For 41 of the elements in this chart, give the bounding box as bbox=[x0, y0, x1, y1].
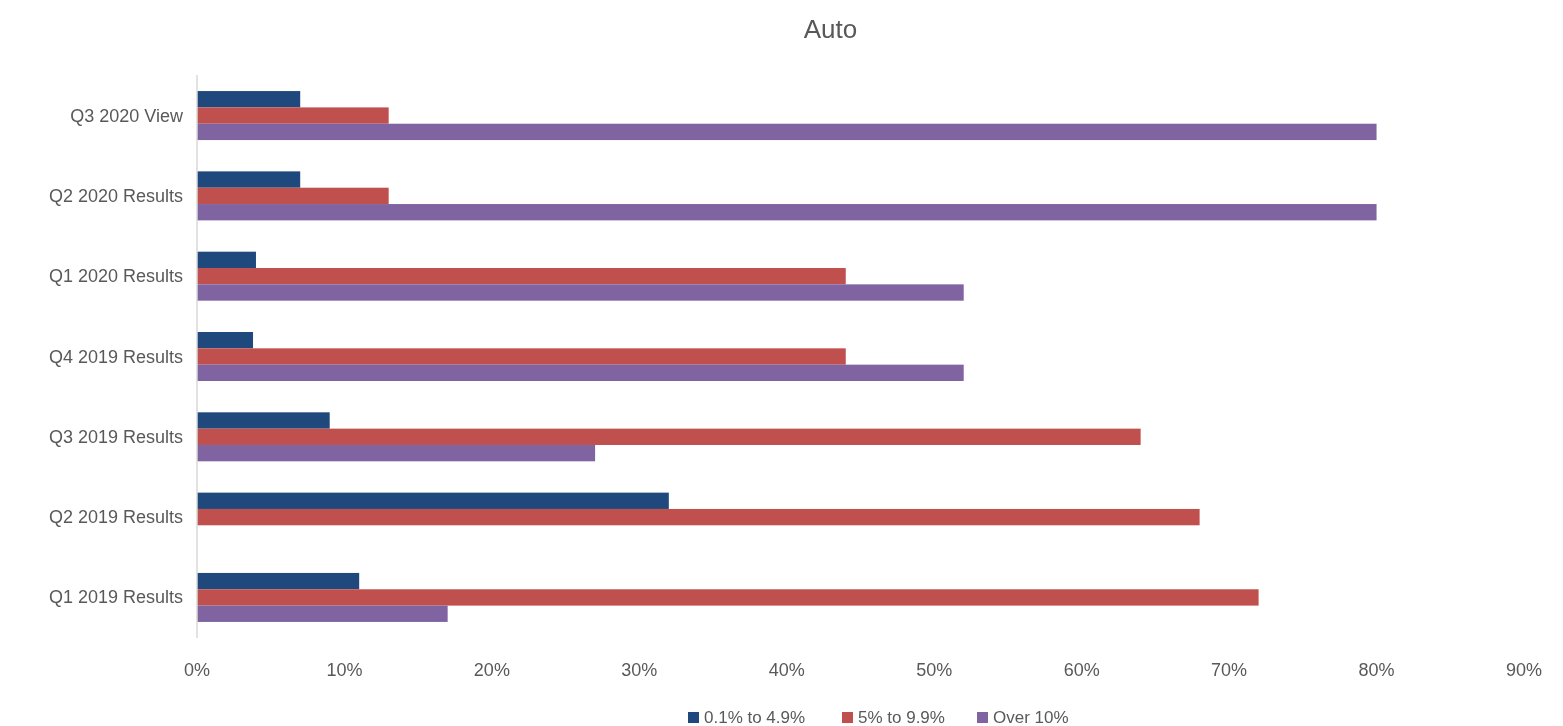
legend-label: 0.1% to 4.9% bbox=[704, 708, 806, 726]
x-tick-label: 10% bbox=[326, 660, 363, 680]
bar bbox=[197, 284, 964, 301]
bar bbox=[197, 412, 330, 429]
x-tick-label: 90% bbox=[1505, 660, 1543, 680]
y-tick-label: Q3 2019 Results bbox=[48, 426, 183, 447]
bar bbox=[197, 572, 360, 590]
y-tick-label: Q2 2019 Results bbox=[48, 507, 183, 528]
bar bbox=[197, 364, 964, 381]
y-tick-label: Q1 2019 Results bbox=[48, 587, 183, 608]
bar bbox=[197, 444, 596, 462]
x-tick-label: 30% bbox=[621, 660, 658, 680]
y-tick-label: Q4 2019 Results bbox=[48, 346, 183, 367]
y-tick-label: Q3 2020 View bbox=[70, 105, 184, 126]
bar bbox=[197, 605, 448, 622]
bar bbox=[197, 428, 1141, 445]
x-tick-label: 40% bbox=[768, 660, 805, 680]
x-tick-label: 80% bbox=[1358, 660, 1395, 680]
x-tick-label: 0% bbox=[183, 660, 211, 680]
bar bbox=[197, 123, 1377, 141]
bar bbox=[197, 332, 254, 349]
legend-label: Over 10% bbox=[993, 708, 1069, 726]
y-tick-label: Q2 2020 Results bbox=[48, 185, 183, 206]
bar bbox=[197, 508, 1200, 526]
bar bbox=[197, 268, 846, 285]
bar bbox=[197, 589, 1259, 606]
bar bbox=[197, 91, 301, 108]
x-tick-label: 20% bbox=[473, 660, 510, 680]
bar bbox=[197, 107, 389, 124]
y-tick-label: Q1 2020 Results bbox=[48, 266, 183, 287]
bar bbox=[197, 171, 301, 188]
bar bbox=[197, 187, 389, 205]
bar bbox=[197, 492, 669, 509]
x-tick-label: 70% bbox=[1211, 660, 1248, 680]
legend-label: 5% to 9.9% bbox=[858, 708, 945, 726]
x-tick-label: 60% bbox=[1063, 660, 1100, 680]
x-tick-label: 50% bbox=[916, 660, 953, 680]
bar bbox=[197, 348, 846, 365]
bar bbox=[197, 204, 1377, 221]
chart-title: Auto bbox=[803, 14, 858, 44]
bar bbox=[197, 251, 256, 269]
